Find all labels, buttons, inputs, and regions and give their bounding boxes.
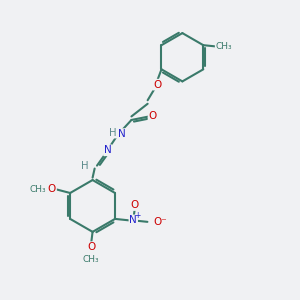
Text: O: O: [130, 200, 139, 210]
Text: O⁻: O⁻: [153, 217, 167, 227]
Text: O: O: [148, 111, 157, 122]
Text: H: H: [109, 128, 117, 138]
Text: O: O: [87, 242, 95, 252]
Text: N: N: [118, 129, 126, 139]
Text: CH₃: CH₃: [29, 185, 46, 194]
Text: CH₃: CH₃: [83, 255, 99, 264]
Text: H: H: [81, 160, 88, 171]
Text: N: N: [104, 145, 112, 155]
Text: CH₃: CH₃: [216, 42, 232, 51]
Text: N: N: [129, 215, 137, 225]
Text: +: +: [134, 211, 140, 220]
Text: O: O: [48, 184, 56, 194]
Text: O: O: [153, 80, 161, 90]
